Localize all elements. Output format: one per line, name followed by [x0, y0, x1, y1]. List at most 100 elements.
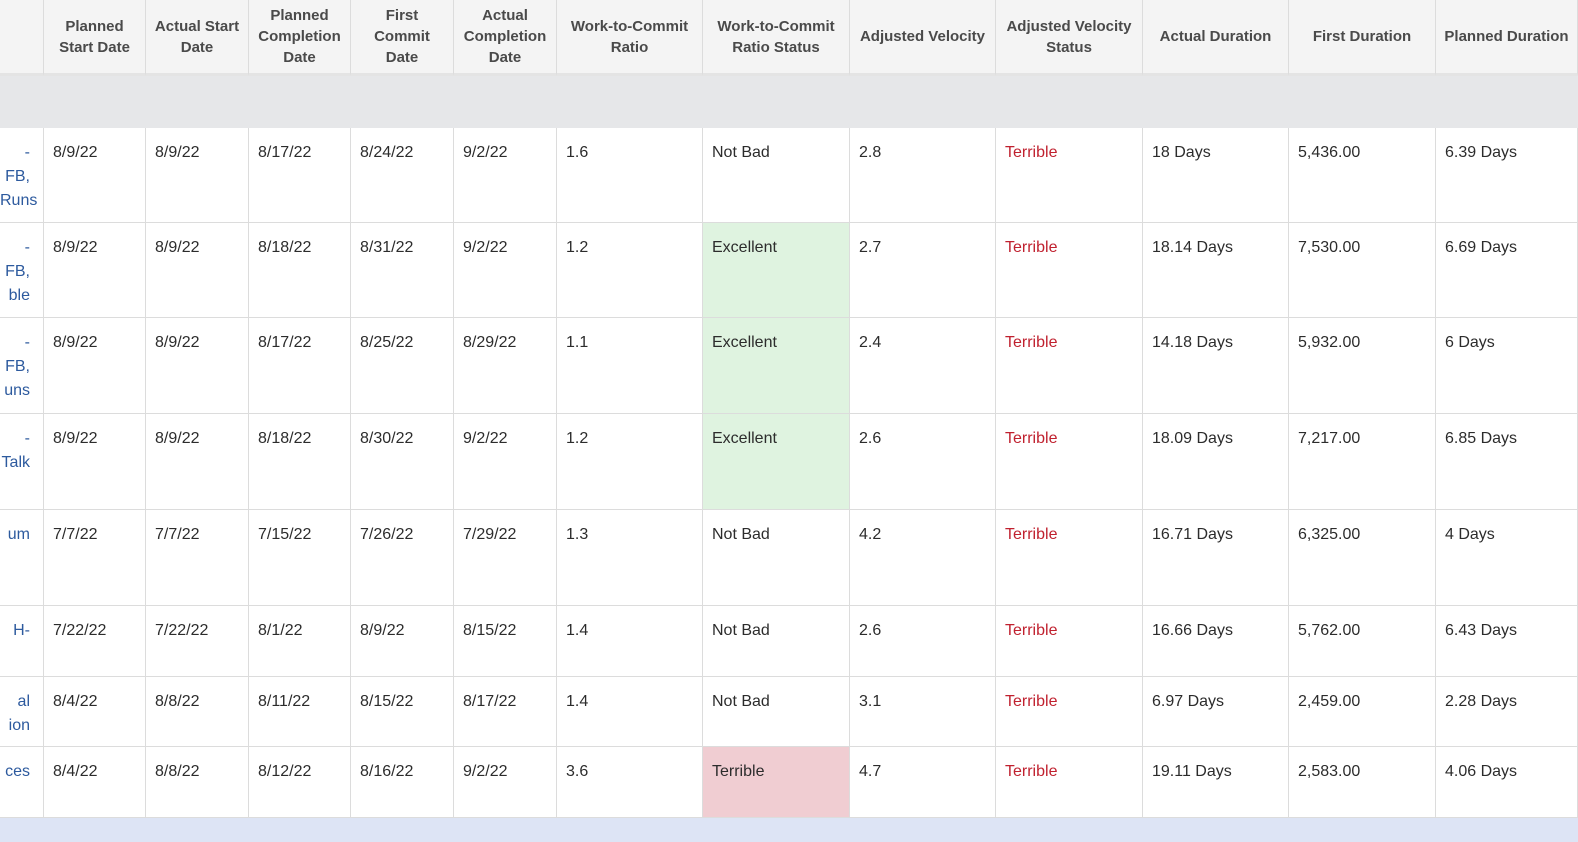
table-cell: Excellent: [703, 318, 850, 414]
cell-text: 6,325.00: [1298, 526, 1361, 543]
table-cell: 8/29/22: [454, 318, 557, 414]
row-name-link[interactable]: al ion: [0, 677, 44, 747]
cell-text: 8/9/22: [360, 622, 405, 639]
row-name-line: - FB,: [5, 239, 30, 280]
table-cell: 8/9/22: [146, 318, 249, 414]
table-cell: 2.7: [850, 223, 996, 318]
cell-text: Excellent: [712, 430, 777, 447]
column-header: Planned Start Date: [44, 0, 146, 76]
cell-text: 8/9/22: [155, 144, 200, 161]
table-cell: 8/9/22: [351, 606, 454, 677]
cell-text: 8/12/22: [258, 763, 312, 780]
cell-text: 1.2: [566, 430, 589, 447]
cell-text: 7/7/22: [155, 526, 200, 543]
cell-text: Not Bad: [712, 144, 770, 161]
header-cell: [0, 0, 44, 76]
cell-text: 18.09 Days: [1152, 430, 1233, 447]
cell-text: 8/9/22: [155, 239, 200, 256]
table-cell: Terrible: [996, 318, 1143, 414]
row-name-link[interactable]: - Talk: [0, 414, 44, 510]
table-cell: 8/17/22: [249, 128, 351, 223]
row-name-link[interactable]: um: [0, 510, 44, 606]
cell-text: 8/16/22: [360, 763, 414, 780]
table-cell: 6.69 Days: [1436, 223, 1578, 318]
table-cell: 6.97 Days: [1143, 677, 1289, 747]
row-name-link[interactable]: - FB, uns: [0, 318, 44, 414]
cell-text: 18.14 Days: [1152, 239, 1233, 256]
cell-text: 7/29/22: [463, 526, 517, 543]
table-cell: Not Bad: [703, 606, 850, 677]
column-header-text: Planned Start Date: [59, 17, 130, 56]
table-cell: Terrible: [996, 414, 1143, 510]
row-name-line: -: [24, 430, 30, 447]
column-header: Adjusted Velocity: [850, 0, 996, 76]
cell-text: 8/17/22: [463, 693, 517, 710]
cell-text: 7/22/22: [53, 622, 107, 639]
cell-text: 4.2: [859, 526, 882, 543]
table-cell: 4.2: [850, 510, 996, 606]
table-cell: 3.1: [850, 677, 996, 747]
cell-text: 8/8/22: [155, 693, 200, 710]
column-header: First Commit Date: [351, 0, 454, 76]
cell-text: 9/2/22: [463, 763, 508, 780]
table-cell: 8/9/22: [146, 128, 249, 223]
column-header: Work-to-Commit Ratio Status: [703, 0, 850, 76]
row-name-link[interactable]: ces: [0, 747, 44, 818]
cell-text: 9/2/22: [463, 430, 508, 447]
table-cell: 16.71 Days: [1143, 510, 1289, 606]
table-cell: 14.18 Days: [1143, 318, 1289, 414]
cell-text: 7/15/22: [258, 526, 312, 543]
table-cell: 4.7: [850, 747, 996, 818]
row-name-line: H-: [13, 622, 30, 639]
cell-text: 8/15/22: [360, 693, 414, 710]
cell-text: 14.18 Days: [1152, 334, 1233, 351]
cell-text: 6 Days: [1445, 334, 1495, 351]
cell-text: 8/30/22: [360, 430, 414, 447]
row-name-line: Talk: [1, 454, 30, 471]
table-cell: Not Bad: [703, 510, 850, 606]
table-cell: 6,325.00: [1289, 510, 1436, 606]
row-name-line: ion: [8, 717, 30, 734]
row-name-line: um: [7, 526, 30, 543]
cell-text: 8/17/22: [258, 334, 312, 351]
column-header-text: First Commit Date: [374, 7, 430, 66]
table-cell: 8/18/22: [249, 414, 351, 510]
table-cell: 7/29/22: [454, 510, 557, 606]
row-name-line: - FB,: [5, 334, 30, 375]
cell-text: 6.39 Days: [1445, 144, 1518, 161]
cell-text: 2,583.00: [1298, 763, 1361, 780]
table-cell: 4.06 Days: [1436, 747, 1578, 818]
table-cell: 5,932.00: [1289, 318, 1436, 414]
cell-text: 5,762.00: [1298, 622, 1361, 639]
table-cell: 8/8/22: [146, 677, 249, 747]
table-cell: 18.14 Days: [1143, 223, 1289, 318]
table-cell: 9/2/22: [454, 414, 557, 510]
table-cell: 1.6: [557, 128, 703, 223]
cell-text: 8/18/22: [258, 239, 312, 256]
row-name-link[interactable]: H-: [0, 606, 44, 677]
cell-text: 1.3: [566, 526, 589, 543]
cell-text: 8/15/22: [463, 622, 517, 639]
table-cell: 18 Days: [1143, 128, 1289, 223]
cell-text: 3.6: [566, 763, 589, 780]
table-cell: Not Bad: [703, 128, 850, 223]
table-cell: 5,762.00: [1289, 606, 1436, 677]
table-cell: 6 Days: [1436, 318, 1578, 414]
row-name-link[interactable]: - FB, ble: [0, 223, 44, 318]
cell-text: Not Bad: [712, 622, 770, 639]
row-name-link[interactable]: - FB, Runs: [0, 128, 44, 223]
column-header-text: Adjusted Velocity: [859, 28, 986, 45]
row-name-line: uns: [4, 382, 30, 399]
cell-text: 2.6: [859, 622, 882, 639]
row-name-line: - FB,: [5, 144, 30, 185]
column-header: Adjusted Velocity Status: [996, 0, 1143, 76]
cell-text: 3.1: [859, 693, 882, 710]
column-header-text: Actual Completion Date: [463, 7, 547, 66]
table-cell: 2.6: [850, 606, 996, 677]
table-cell: Terrible: [996, 223, 1143, 318]
table-cell: 8/9/22: [146, 414, 249, 510]
row-name-line: Runs: [0, 192, 38, 209]
column-header-text: Planned Duration: [1444, 28, 1569, 45]
column-header: Actual Completion Date: [454, 0, 557, 76]
